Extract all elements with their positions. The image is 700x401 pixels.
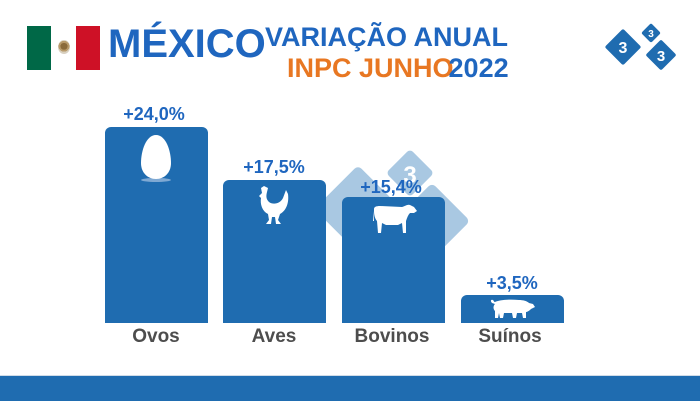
category-label: Bovinos	[354, 326, 430, 347]
logo-digit: 3	[619, 40, 628, 57]
logo-digit: 3	[648, 29, 654, 40]
svg-text:3: 3	[403, 162, 416, 189]
footer-band	[0, 375, 700, 401]
bar-value-label: +3,5%	[486, 273, 538, 293]
category-label: Suínos	[478, 326, 542, 347]
category-label: Aves	[251, 326, 297, 347]
brand-333-logo-icon: 3 3 3	[605, 23, 676, 70]
flag-green-stripe	[27, 26, 51, 70]
logo-digit: 3	[657, 48, 665, 65]
pig-icon	[490, 299, 535, 318]
subtitle-index: INPC JUNHO	[287, 53, 454, 83]
chart-title: VARIAÇÃO ANUAL	[265, 22, 508, 52]
bar-value-label: +15,4%	[360, 177, 422, 197]
egg-icon	[141, 135, 171, 182]
category-label: Ovos	[132, 326, 180, 347]
cow-icon	[373, 204, 417, 233]
chart-subtitle: INPC JUNHO2022	[287, 53, 509, 84]
flag-red-stripe	[76, 26, 100, 70]
country-title: MÉXICO	[108, 22, 266, 66]
bar-value-label: +17,5%	[243, 157, 305, 177]
bar-value-label: +24,0%	[123, 104, 185, 124]
flag-emblem-icon	[58, 40, 70, 54]
chicken-icon	[259, 186, 289, 224]
flag-white-stripe	[51, 26, 76, 70]
mexico-flag-icon	[27, 26, 102, 70]
subtitle-year: 2022	[448, 53, 509, 83]
